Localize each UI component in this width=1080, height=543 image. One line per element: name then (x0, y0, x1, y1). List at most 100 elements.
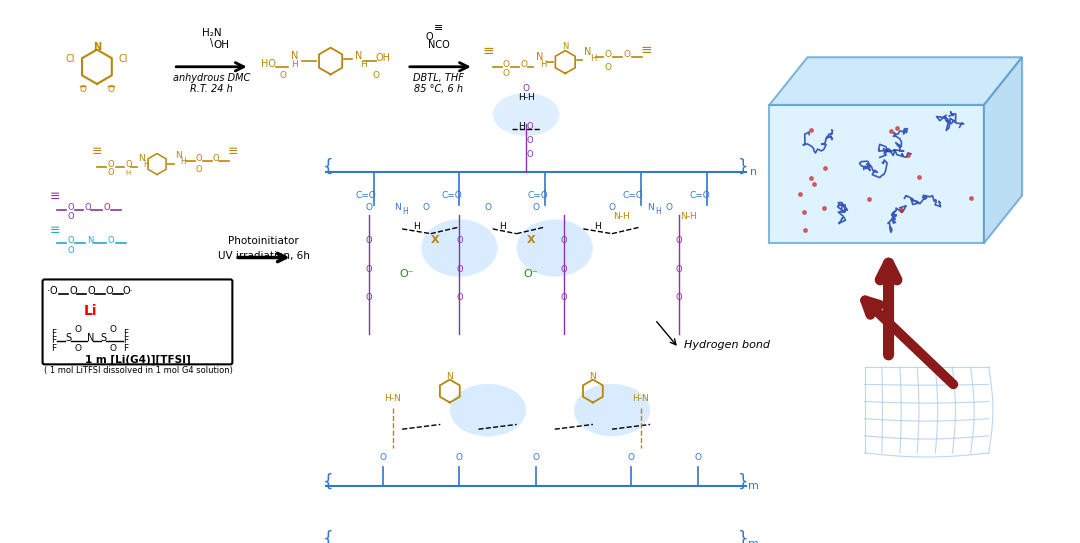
Text: N: N (138, 154, 145, 163)
Text: O: O (108, 236, 114, 245)
Text: O: O (624, 50, 631, 59)
Text: \: \ (210, 38, 213, 48)
Text: O: O (213, 154, 219, 163)
Text: H: H (594, 222, 602, 231)
Text: O: O (110, 344, 117, 353)
Text: H: H (125, 171, 131, 176)
Text: ≡: ≡ (50, 190, 59, 203)
Text: O: O (104, 203, 110, 212)
Text: H: H (540, 60, 546, 69)
Text: H-H: H-H (517, 93, 535, 102)
Text: ≡: ≡ (434, 22, 443, 33)
Polygon shape (769, 57, 1022, 105)
Text: m: m (747, 539, 758, 543)
Text: Hydrogen bond: Hydrogen bond (684, 340, 770, 350)
Ellipse shape (492, 93, 559, 136)
Text: m: m (747, 481, 758, 491)
Text: H: H (402, 207, 408, 216)
Text: N: N (175, 151, 181, 160)
Text: DBTL, THF: DBTL, THF (413, 73, 463, 83)
Text: {: { (323, 472, 333, 490)
Text: ≡: ≡ (92, 146, 103, 159)
Text: S: S (100, 333, 107, 344)
Text: H-N: H-N (632, 394, 649, 402)
Text: H-N: H-N (384, 394, 401, 402)
Text: O: O (125, 160, 132, 169)
Text: ≡: ≡ (50, 224, 59, 237)
Text: O: O (532, 203, 539, 212)
Text: {: { (323, 529, 333, 543)
Text: O: O (75, 325, 81, 334)
Text: H: H (654, 207, 661, 216)
Text: F: F (52, 344, 56, 353)
Text: C=O: C=O (442, 191, 462, 200)
Text: C=O: C=O (355, 191, 376, 200)
Ellipse shape (450, 384, 526, 437)
Text: OH: OH (213, 40, 229, 50)
Text: O·: O· (122, 286, 133, 296)
Text: O: O (108, 85, 114, 93)
Text: O: O (456, 265, 462, 274)
Text: O: O (694, 453, 701, 462)
Text: H₂N: H₂N (202, 28, 221, 38)
Text: N: N (93, 42, 102, 52)
Text: X: X (527, 235, 536, 245)
Text: H: H (291, 60, 298, 69)
Ellipse shape (516, 219, 593, 276)
Text: H: H (590, 54, 596, 63)
Text: N: N (354, 51, 362, 61)
Text: O: O (68, 246, 75, 255)
Text: O: O (456, 236, 462, 245)
Text: O: O (110, 325, 117, 334)
Text: Photoinitiator: Photoinitiator (229, 236, 299, 246)
Text: O: O (675, 236, 683, 245)
Text: O: O (665, 203, 673, 212)
Text: O: O (502, 60, 510, 69)
Text: O: O (379, 453, 387, 462)
Text: O: O (561, 265, 568, 274)
Text: O: O (365, 293, 373, 302)
Text: F: F (52, 329, 56, 338)
Text: F: F (123, 336, 129, 345)
Text: H: H (413, 222, 420, 231)
Text: O: O (373, 71, 380, 80)
Text: O: O (561, 236, 568, 245)
Text: O: O (527, 122, 534, 131)
Text: C=O: C=O (527, 191, 548, 200)
Text: }: } (739, 472, 748, 490)
Text: Li: Li (83, 304, 97, 318)
Text: H: H (360, 60, 366, 69)
Text: O: O (195, 154, 202, 163)
Text: F: F (123, 329, 129, 338)
Text: O: O (365, 236, 373, 245)
Text: }: } (739, 529, 748, 543)
Polygon shape (769, 105, 984, 243)
Text: ·O: ·O (46, 286, 57, 296)
Text: OH: OH (376, 53, 391, 63)
Text: O: O (456, 293, 462, 302)
Text: ≡: ≡ (228, 146, 239, 159)
Text: O: O (280, 71, 286, 80)
Text: O: O (532, 453, 539, 462)
Text: F: F (123, 344, 129, 353)
FancyBboxPatch shape (42, 280, 232, 364)
Text: N-H: N-H (613, 212, 630, 222)
Text: H: H (144, 160, 149, 169)
Text: O: O (106, 286, 113, 296)
Text: F: F (52, 336, 56, 345)
Text: NCO: NCO (428, 40, 449, 50)
Text: O: O (422, 203, 430, 212)
Text: n: n (750, 167, 757, 176)
Text: N: N (446, 371, 454, 381)
Text: O: O (365, 203, 373, 212)
Text: O: O (456, 453, 463, 462)
Text: Cl: Cl (66, 54, 75, 64)
Text: }: } (739, 157, 748, 176)
Text: O: O (561, 293, 568, 302)
Text: N: N (86, 333, 94, 344)
Text: N: N (584, 47, 592, 58)
Ellipse shape (573, 384, 650, 437)
Text: ≡: ≡ (482, 45, 494, 58)
Ellipse shape (421, 219, 498, 276)
Text: R.T. 24 h: R.T. 24 h (190, 84, 233, 93)
